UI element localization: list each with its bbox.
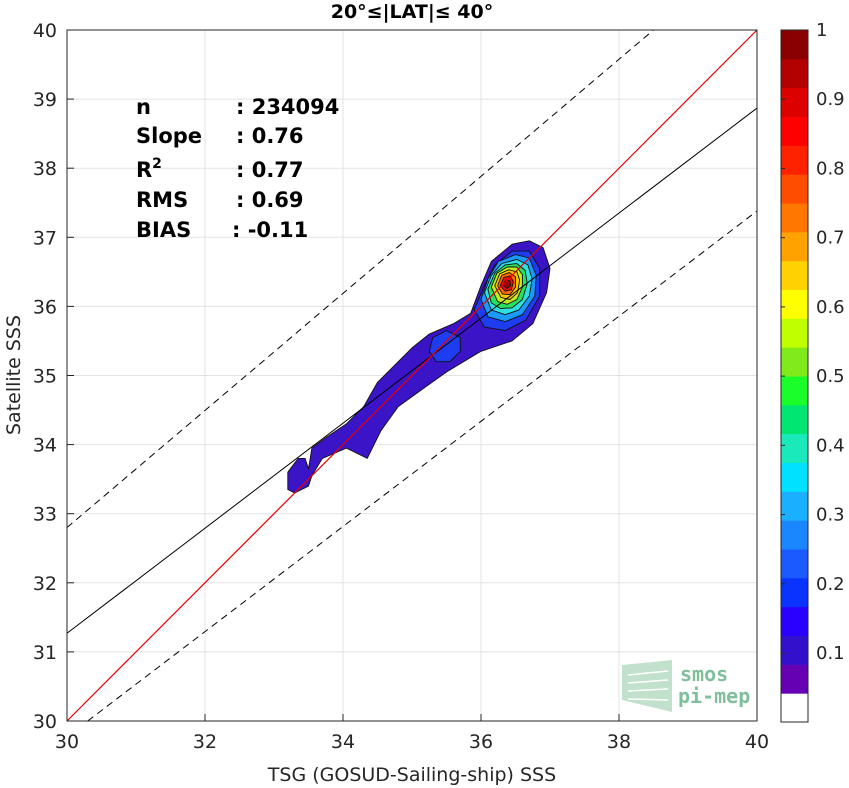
grid [66,29,758,722]
upper-bound-dashed-line [66,29,654,528]
x-axis-label: TSG (GOSUD-Sailing-ship) SSS [267,764,556,786]
x-tick-label: 34 [331,731,355,753]
x-tick-label: 40 [745,731,769,753]
colorbar-tick-label: 1 [816,20,827,41]
colorbar-swatch [781,87,808,117]
stat-bias-value: : -0.11 [232,218,308,242]
stat-r2-value: : 0.77 [236,158,304,182]
colorbar-tick-label: 0.4 [816,435,845,456]
y-tick-label: 36 [33,296,57,318]
colorbar-tick-label: 0.8 [816,158,845,179]
colorbar-swatch [781,606,808,636]
colorbar-swatch [781,347,808,377]
stat-rms-label: RMS [136,188,188,212]
stat-r2-label: R2 [136,156,162,182]
y-tick-label: 34 [33,435,57,457]
colorbar-tick-label: 0.1 [816,643,845,664]
chart-title: 20°≤|LAT|≤ 40° [331,1,494,23]
y-tick-label: 38 [33,158,57,180]
colorbar-tick-label: 0.2 [816,574,845,595]
colorbar-swatch [781,693,808,723]
y-tick-label: 30 [33,711,57,733]
colorbar-swatch [781,145,808,175]
x-tick-label: 38 [607,731,631,753]
x-tick-label: 32 [193,731,217,753]
colorbar-tick-label: 0.7 [816,228,845,249]
colorbar [781,30,808,723]
colorbar-swatch [781,203,808,233]
colorbar-swatch [781,433,808,463]
colorbar-swatch [781,577,808,608]
density-contours [287,240,551,494]
colorbar-swatch [781,30,808,60]
colorbar-swatch [781,289,808,319]
regression-fit-line [66,107,758,634]
stat-r2-base: R [136,158,152,182]
colorbar-tick-label: 0.9 [816,89,845,110]
colorbar-swatch [781,635,808,665]
colorbar-swatch [781,549,808,579]
colorbar-swatch [781,174,808,204]
colorbar-swatch [781,520,808,550]
stat-slope-value: : 0.76 [236,124,304,148]
colorbar-tick-label: 0.5 [816,366,845,387]
colorbar-swatch [781,260,808,290]
y-tick-label: 32 [33,573,57,595]
smos-pi-mep-logo: smos pi-mep [622,660,750,712]
y-axis-label: Satellite SSS [3,315,25,435]
y-tick-label: 31 [33,642,57,664]
colorbar-swatch [781,231,808,262]
identity-line [66,29,758,722]
x-tick-label: 30 [55,731,79,753]
lower-bound-dashed-line [87,210,758,722]
stat-slope-label: Slope [136,124,202,148]
x-axis-ticks: 30 32 34 36 38 40 [55,714,769,753]
stat-n-value: : 234094 [236,95,339,119]
stat-n-label: n [136,95,151,119]
colorbar-swatch [781,58,808,89]
y-axis-ticks: 30 31 32 33 34 35 36 37 38 39 40 [33,20,74,733]
y-tick-label: 35 [33,366,57,388]
y-tick-label: 39 [33,89,57,111]
colorbar-swatch [781,318,808,348]
colorbar-tick-label: 0.3 [816,505,845,526]
y-tick-label: 33 [33,504,57,526]
colorbar-swatch [781,491,808,521]
stat-rms-value: : 0.69 [236,188,304,212]
colorbar-swatch [781,116,808,146]
colorbar-ticks: 0.1 0.2 0.3 0.4 0.5 0.6 0.7 0.8 0.9 1 [781,20,845,664]
colorbar-swatch [781,462,808,492]
colorbar-swatch [781,376,808,406]
logo-wave-icon [622,660,672,712]
stats-box: n : 234094 Slope : 0.76 R2 : 0.77 RMS : … [136,95,339,242]
y-tick-label: 40 [33,20,57,42]
colorbar-tick-label: 0.6 [816,297,845,318]
logo-text-pi-mep: pi-mep [678,684,750,708]
stat-bias-label: BIAS [136,218,191,242]
colorbar-swatch [781,404,808,435]
logo-text-smos: smos [680,662,728,686]
stat-r2-sup: 2 [152,156,162,172]
colorbar-swatch [781,664,808,694]
y-tick-label: 37 [33,227,57,249]
regression-lines [66,29,758,722]
x-tick-label: 36 [469,731,493,753]
